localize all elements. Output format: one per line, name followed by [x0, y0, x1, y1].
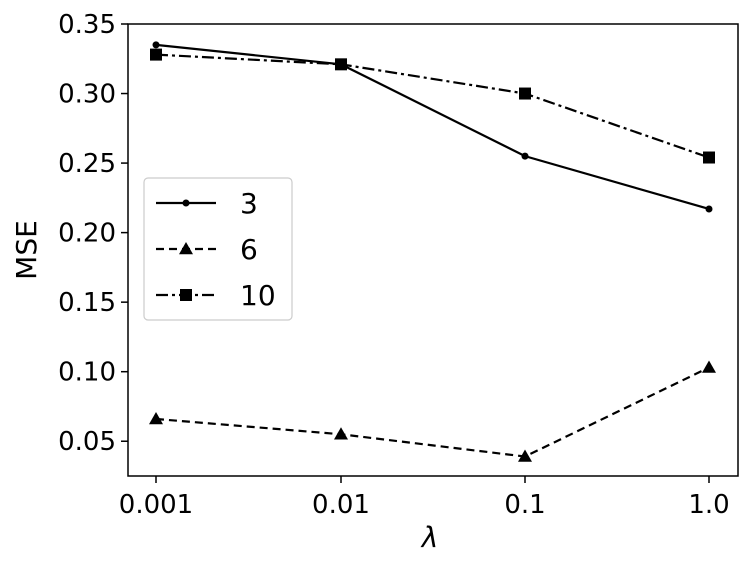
y-tick-label: 0.15: [58, 288, 116, 318]
y-tick-label: 0.05: [58, 427, 116, 457]
legend-marker-10: [180, 289, 192, 301]
x-tick-label: 0.1: [504, 490, 545, 520]
series-10: [150, 48, 715, 164]
y-axis-ticks: 0.05 0.10 0.15 0.20 0.25 0.30 0.35: [58, 10, 128, 457]
data-point: [149, 411, 163, 425]
y-tick-label: 0.30: [58, 80, 116, 110]
series-line-10: [155, 53, 710, 159]
y-tick-label: 0.25: [58, 149, 116, 179]
legend-marker-6: [179, 242, 193, 255]
legend-label: 6: [240, 233, 258, 266]
series-group: [149, 41, 716, 462]
x-axis-label: λ: [420, 521, 439, 554]
series-line-6: [155, 366, 710, 458]
legend-label: 3: [240, 187, 258, 220]
data-point: [702, 360, 716, 373]
y-axis-label: MSE: [10, 220, 43, 280]
y-tick-label: 0.35: [58, 10, 116, 40]
legend-label: 10: [240, 279, 276, 312]
series-6: [149, 360, 716, 462]
data-point: [152, 41, 160, 49]
data-point: [703, 151, 715, 164]
data-point: [150, 48, 162, 61]
x-tick-label: 0.001: [119, 490, 193, 520]
legend-frame: [143, 177, 293, 321]
x-tick-label: 1.0: [688, 490, 729, 520]
data-point: [518, 449, 532, 462]
data-point: [705, 205, 713, 213]
legend: 3 6 10: [143, 177, 293, 321]
x-axis-ticks: 0.001 0.01 0.1 1.0: [119, 476, 730, 520]
legend-marker-3: [182, 199, 190, 207]
x-tick-label: 0.01: [312, 490, 370, 520]
y-tick-label: 0.10: [58, 358, 116, 388]
data-point: [335, 58, 347, 71]
data-point: [334, 427, 348, 440]
data-point: [521, 152, 529, 160]
series-line-3: [155, 43, 710, 211]
data-point: [519, 87, 531, 100]
y-tick-label: 0.20: [58, 219, 116, 249]
